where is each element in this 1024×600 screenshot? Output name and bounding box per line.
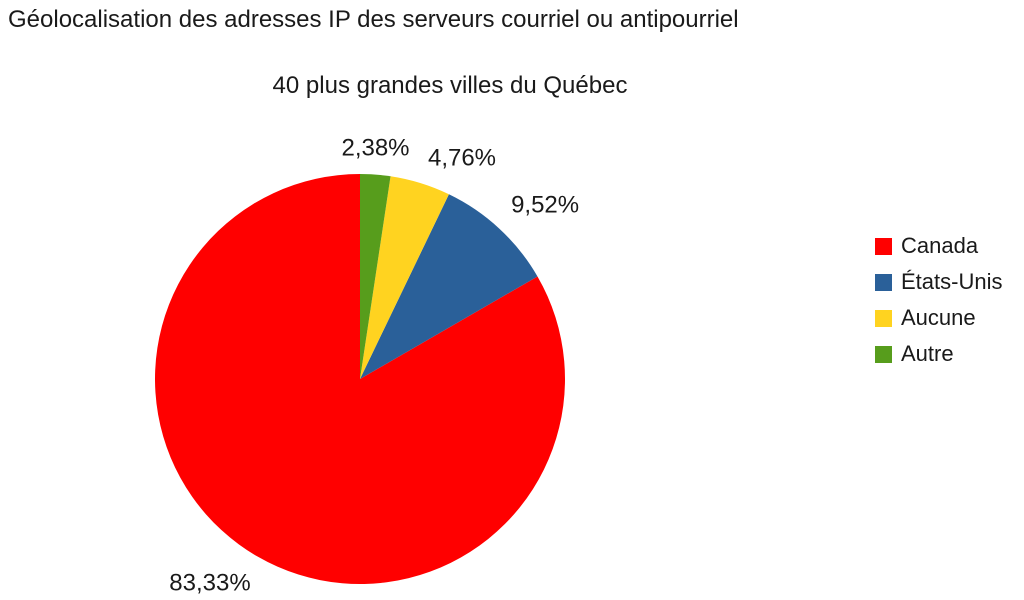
- pie-label-canada: 83,33%: [169, 570, 250, 597]
- legend-item-etats-unis: États-Unis: [875, 264, 1002, 300]
- pie-label-autre: 2,38%: [341, 135, 409, 162]
- legend-item-autre: Autre: [875, 336, 1002, 372]
- legend-swatch-icon: [875, 237, 892, 255]
- pie-label-aucune: 4,76%: [428, 144, 496, 171]
- chart-title: Géolocalisation des adresses IP des serv…: [8, 6, 739, 33]
- legend-item-aucune: Aucune: [875, 300, 1002, 336]
- pie-slice-aucune: [360, 176, 449, 379]
- legend-label: Aucune: [901, 305, 976, 330]
- pie-slice-autre: [360, 174, 391, 379]
- legend: Canada États-Unis Aucune Autre: [875, 228, 1002, 372]
- pie-slice-etats-unis: [360, 194, 538, 379]
- legend-swatch-icon: [875, 309, 892, 327]
- legend-label: États-Unis: [901, 269, 1003, 294]
- chart-subtitle: 40 plus grandes villes du Québec: [272, 72, 628, 99]
- legend-label: Canada: [901, 233, 979, 258]
- legend-swatch-icon: [875, 345, 892, 363]
- pie-slice-canada: [154, 174, 565, 584]
- legend-item-canada: Canada: [875, 228, 1002, 264]
- pie-label-etats-unis: 9,52%: [511, 191, 579, 218]
- legend-swatch-icon: [875, 273, 892, 291]
- legend-label: Autre: [901, 341, 954, 366]
